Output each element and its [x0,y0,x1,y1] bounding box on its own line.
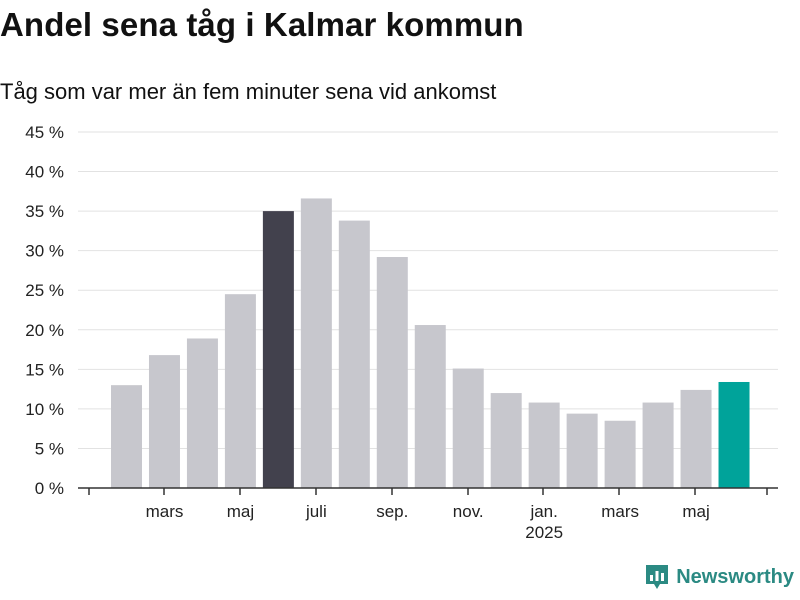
bar [490,393,522,488]
bar [338,220,370,489]
bar [604,420,636,488]
bar [148,355,180,488]
y-tick-label: 30 % [25,242,64,261]
x-tick-label: juli [305,502,327,521]
bar [566,413,598,488]
bar [300,198,332,488]
branding: Newsworthy [644,562,794,592]
y-tick-label: 40 % [25,163,64,182]
y-tick-label: 25 % [25,281,64,300]
x-tick-label: maj [227,502,254,521]
bar [528,402,560,488]
x-tick-label: jan. [529,502,557,521]
bar [224,294,256,488]
y-tick-label: 35 % [25,202,64,221]
x-tick-label: maj [682,502,709,521]
y-tick-label: 10 % [25,400,64,419]
y-tick-label: 5 % [35,439,64,458]
chart-title: Andel sena tåg i Kalmar kommun [0,6,524,43]
x-tick-label: sep. [376,502,408,521]
x-tick-sublabel: 2025 [525,523,563,542]
bar [414,325,446,488]
bar [186,338,218,488]
x-tick-label: mars [601,502,639,521]
y-tick-label: 0 % [35,479,64,498]
x-tick-label: nov. [453,502,484,521]
bar [680,389,712,488]
bar [642,402,674,488]
newsworthy-logo-icon [646,565,669,589]
bar [262,211,294,488]
y-tick-label: 45 % [25,123,64,142]
y-tick-label: 15 % [25,360,64,379]
chart-subtitle: Tåg som var mer än fem minuter sena vid … [0,79,497,104]
bar [452,368,484,488]
bar [111,385,142,488]
y-tick-label: 20 % [25,321,64,340]
brand-name: Newsworthy [676,566,794,588]
bar [718,381,750,488]
bar [376,256,408,488]
x-tick-label: mars [146,502,184,521]
